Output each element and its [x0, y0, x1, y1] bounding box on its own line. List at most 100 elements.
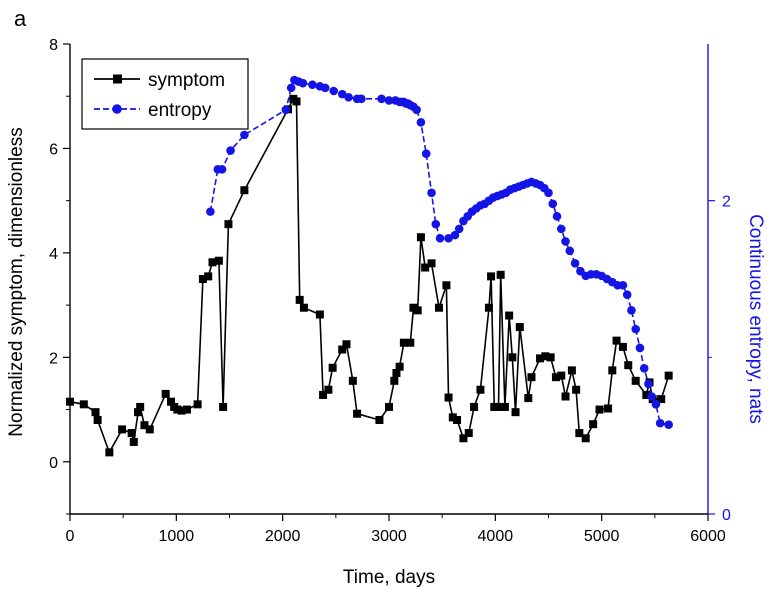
data-point-symptom [589, 420, 598, 429]
data-point-symptom [295, 295, 304, 304]
data-point-symptom [134, 408, 143, 417]
data-point-entropy [226, 146, 235, 155]
data-point-symptom [561, 392, 570, 401]
data-point-symptom [409, 303, 418, 312]
data-point-symptom [527, 373, 536, 382]
data-point-symptom [490, 402, 499, 411]
data-point-symptom [338, 345, 347, 354]
data-point-entropy [631, 324, 640, 334]
data-point-entropy [357, 94, 366, 104]
data-point-symptom [448, 413, 457, 422]
data-point-entropy [635, 343, 645, 353]
y-tick-label: 2 [49, 350, 58, 367]
data-point-symptom [546, 353, 555, 362]
data-point-symptom [375, 416, 384, 424]
data-point-symptom [476, 385, 485, 394]
data-point-symptom [664, 371, 673, 380]
data-point-symptom [91, 408, 100, 417]
data-point-symptom [214, 256, 223, 265]
data-point-symptom [193, 400, 202, 409]
data-point-symptom [208, 258, 217, 267]
data-point-symptom [93, 416, 102, 424]
data-point-symptom [511, 408, 520, 417]
data-point-entropy [454, 224, 464, 234]
x-axis-title: Time, days [343, 567, 435, 588]
data-point-symptom [105, 448, 114, 457]
data-point-symptom [224, 220, 233, 229]
data-point-entropy [377, 94, 386, 104]
data-point-symptom [496, 270, 505, 279]
data-point-symptom [136, 402, 145, 411]
data-point-symptom [557, 371, 566, 380]
y-axis-title: Normalized symptom, dimensionless [6, 127, 27, 436]
y2-tick-label: 0 [722, 507, 731, 524]
data-point-symptom [319, 390, 328, 399]
data-point-symptom [127, 429, 136, 438]
data-point-entropy [561, 237, 570, 246]
data-point-symptom [608, 366, 617, 375]
data-point-symptom [631, 376, 640, 385]
data-point-symptom [299, 303, 308, 312]
data-point-symptom [508, 353, 517, 362]
data-point-entropy [281, 105, 291, 115]
data-point-symptom [219, 402, 228, 411]
data-point-symptom [129, 437, 138, 446]
legend-marker-symptom [113, 74, 122, 84]
data-point-symptom [595, 405, 604, 414]
data-point-entropy [444, 233, 453, 243]
data-point-symptom [551, 373, 560, 382]
data-point-symptom [324, 385, 333, 394]
data-point-symptom [581, 434, 590, 443]
y-tick-label: 8 [49, 37, 58, 54]
data-point-entropy [552, 212, 562, 221]
data-point-symptom [541, 352, 550, 361]
data-point-entropy [412, 105, 421, 115]
series-line-entropy [209, 78, 669, 426]
data-point-symptom [342, 340, 351, 349]
data-point-symptom [145, 425, 154, 434]
x-tick-label: 5000 [584, 528, 620, 545]
data-point-symptom [434, 303, 443, 312]
data-point-symptom [292, 97, 301, 106]
data-point-symptom [177, 406, 186, 415]
data-point-entropy [240, 130, 249, 140]
data-point-symptom [204, 272, 213, 281]
x-tick-label: 6000 [690, 528, 726, 545]
data-point-symptom [657, 395, 666, 404]
data-point-entropy [308, 80, 317, 90]
data-point-entropy [570, 259, 580, 268]
legend-label-entropy: entropy [148, 100, 212, 121]
data-point-entropy [421, 149, 431, 158]
data-point-symptom [535, 354, 544, 363]
data-point-symptom [470, 402, 479, 411]
x-tick-label: 0 [66, 528, 75, 545]
data-point-entropy [435, 233, 445, 243]
data-point-entropy [286, 83, 296, 93]
data-point-entropy [647, 392, 656, 401]
data-point-symptom [444, 393, 453, 402]
data-point-entropy [329, 86, 339, 96]
data-point-symptom [240, 186, 249, 195]
data-point-symptom [618, 342, 627, 351]
data-point-entropy [548, 199, 558, 209]
legend-marker-entropy [112, 104, 122, 114]
data-point-symptom [161, 389, 170, 398]
panel-label: a [14, 6, 27, 31]
x-tick-label: 2000 [265, 528, 301, 545]
data-point-symptom [348, 376, 357, 385]
data-point-symptom [604, 404, 613, 413]
data-point-symptom [427, 259, 436, 268]
data-point-symptom [406, 338, 415, 347]
y-tick-label: 0 [49, 455, 58, 472]
data-point-entropy [655, 418, 665, 428]
data-point-symptom [624, 361, 633, 370]
data-point-symptom [66, 397, 74, 406]
y-tick-label: 4 [49, 246, 58, 263]
data-point-symptom [642, 390, 651, 399]
data-point-entropy [556, 224, 566, 234]
series-line-symptom [69, 97, 670, 455]
y-tick-label: 6 [49, 141, 58, 158]
data-point-symptom [118, 425, 127, 434]
data-point-symptom [487, 272, 496, 281]
